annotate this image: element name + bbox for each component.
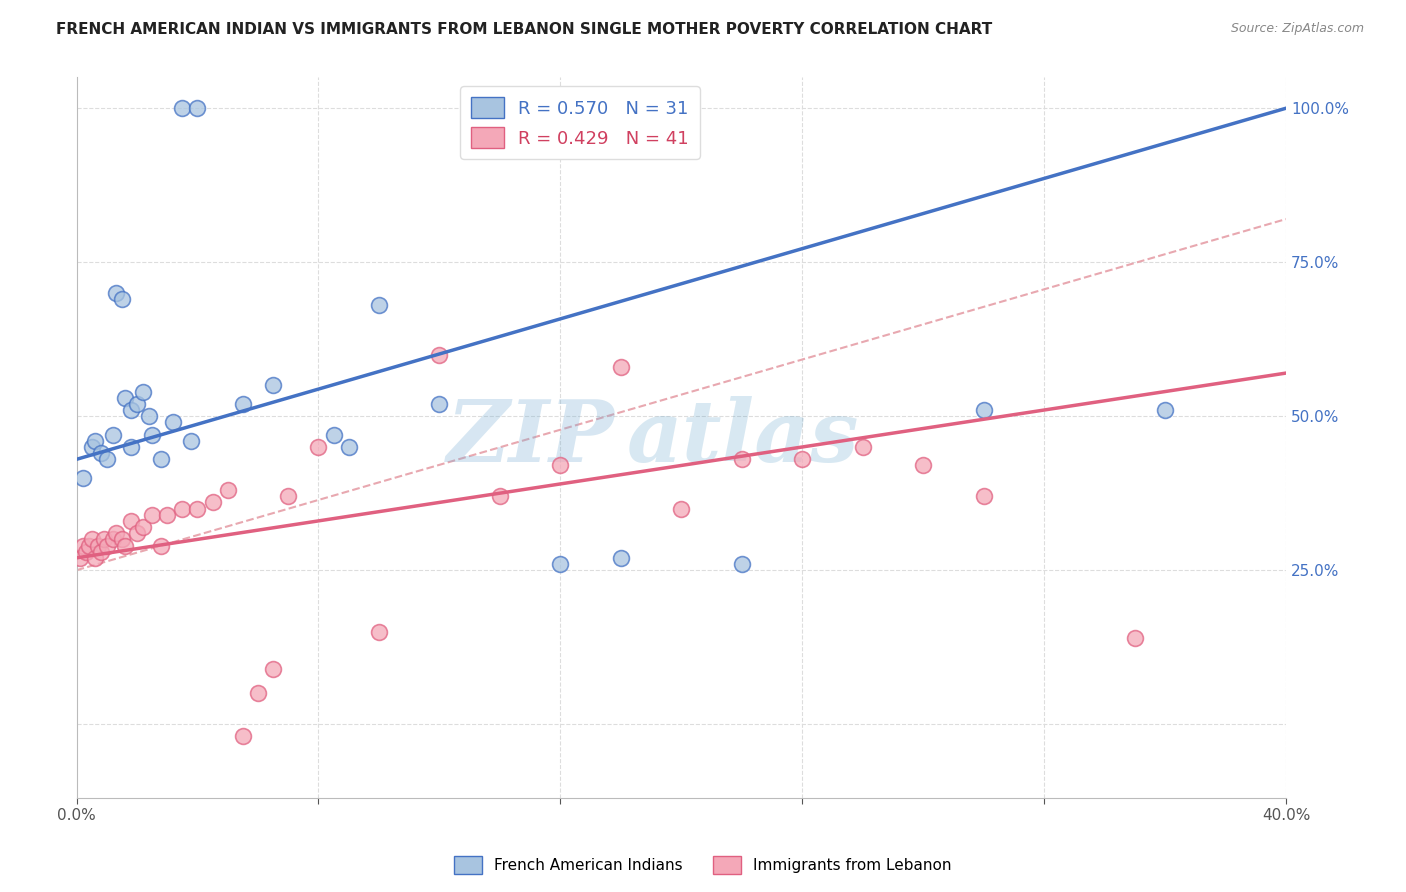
Point (125, 397, 148, 411)
Point (337, 440, 360, 454)
Point (72, 471, 94, 485)
Point (120, 440, 142, 454)
Point (186, 101, 208, 115)
Point (367, 298, 389, 312)
Point (101, 533, 124, 547)
Point (138, 409, 160, 424)
Point (111, 533, 134, 547)
Point (973, 489, 995, 503)
Point (141, 508, 163, 522)
Point (156, 508, 179, 522)
Point (83, 434, 105, 448)
Legend: R = 0.570   N = 31, R = 0.429   N = 41: R = 0.570 N = 31, R = 0.429 N = 41 (461, 87, 700, 159)
Point (973, 403, 995, 417)
Point (429, 348, 451, 362)
Point (104, 285, 127, 300)
Point (367, 624, 389, 639)
Text: Source: ZipAtlas.com: Source: ZipAtlas.com (1230, 22, 1364, 36)
Point (232, 730, 254, 744)
Point (104, 526, 127, 541)
Point (80, 440, 103, 454)
Point (792, 452, 814, 467)
Point (180, 434, 202, 448)
Point (111, 292, 134, 306)
Point (69, 550, 91, 565)
Point (90, 446, 112, 460)
Point (912, 458, 935, 473)
Point (429, 397, 451, 411)
Point (132, 384, 155, 399)
Text: ZIP: ZIP (447, 396, 614, 480)
Point (120, 403, 142, 417)
Point (731, 557, 754, 571)
Point (125, 526, 148, 541)
Point (246, 686, 269, 700)
Point (114, 391, 136, 405)
Point (150, 539, 173, 553)
Point (172, 101, 194, 115)
Point (262, 378, 284, 392)
Point (610, 359, 633, 374)
Point (731, 452, 754, 467)
Point (96, 452, 118, 467)
Point (489, 489, 512, 503)
Point (101, 427, 124, 442)
Point (114, 539, 136, 553)
Point (322, 427, 344, 442)
Point (277, 489, 299, 503)
Point (120, 514, 142, 528)
Point (232, 397, 254, 411)
Point (87, 539, 110, 553)
Point (671, 501, 693, 516)
Text: atlas: atlas (627, 396, 859, 480)
Point (77, 539, 100, 553)
Point (550, 557, 572, 571)
Point (186, 501, 208, 516)
Legend: French American Indians, Immigrants from Lebanon: French American Indians, Immigrants from… (449, 850, 957, 880)
Point (217, 483, 239, 497)
Point (90, 544, 112, 558)
Point (141, 427, 163, 442)
Point (80, 533, 103, 547)
Text: FRENCH AMERICAN INDIAN VS IMMIGRANTS FROM LEBANON SINGLE MOTHER POVERTY CORRELAT: FRENCH AMERICAN INDIAN VS IMMIGRANTS FRO… (56, 22, 993, 37)
Point (1154, 403, 1177, 417)
Point (852, 440, 875, 454)
Point (262, 662, 284, 676)
Point (150, 452, 173, 467)
Point (307, 440, 329, 454)
Point (93, 533, 115, 547)
Point (75, 544, 97, 558)
Point (172, 501, 194, 516)
Point (550, 458, 572, 473)
Point (1123, 631, 1146, 645)
Point (132, 520, 155, 534)
Point (162, 415, 184, 429)
Point (610, 550, 633, 565)
Point (83, 550, 105, 565)
Point (201, 495, 224, 509)
Point (72, 539, 94, 553)
Point (96, 539, 118, 553)
